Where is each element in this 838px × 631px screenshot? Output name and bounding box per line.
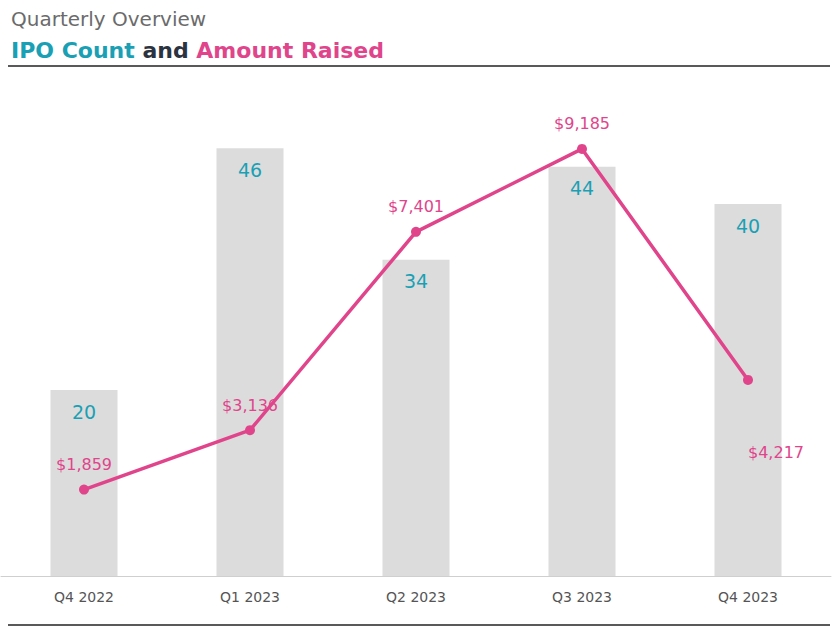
svg-text:34: 34 — [404, 270, 428, 292]
svg-text:Q2 2023: Q2 2023 — [386, 589, 446, 605]
svg-text:Amount Raised: Amount Raised — [196, 38, 384, 63]
svg-text:$3,136: $3,136 — [222, 396, 278, 415]
svg-text:$1,859: $1,859 — [56, 455, 112, 474]
svg-text:$7,401: $7,401 — [388, 197, 444, 216]
svg-text:IPO Count: IPO Count — [11, 38, 135, 63]
svg-text:46: 46 — [238, 159, 262, 181]
svg-text:Q4 2022: Q4 2022 — [54, 589, 114, 605]
svg-text:$9,185: $9,185 — [554, 114, 610, 133]
svg-text:$4,217: $4,217 — [748, 443, 804, 462]
svg-text:Q1 2023: Q1 2023 — [220, 589, 280, 605]
svg-text:40: 40 — [736, 215, 760, 237]
svg-text:Q3 2023: Q3 2023 — [552, 589, 612, 605]
svg-text:Q4 2023: Q4 2023 — [718, 589, 778, 605]
svg-text:and: and — [135, 38, 197, 63]
svg-text:20: 20 — [72, 401, 96, 423]
svg-text:Quarterly Overview: Quarterly Overview — [11, 7, 206, 31]
svg-text:44: 44 — [570, 177, 594, 199]
